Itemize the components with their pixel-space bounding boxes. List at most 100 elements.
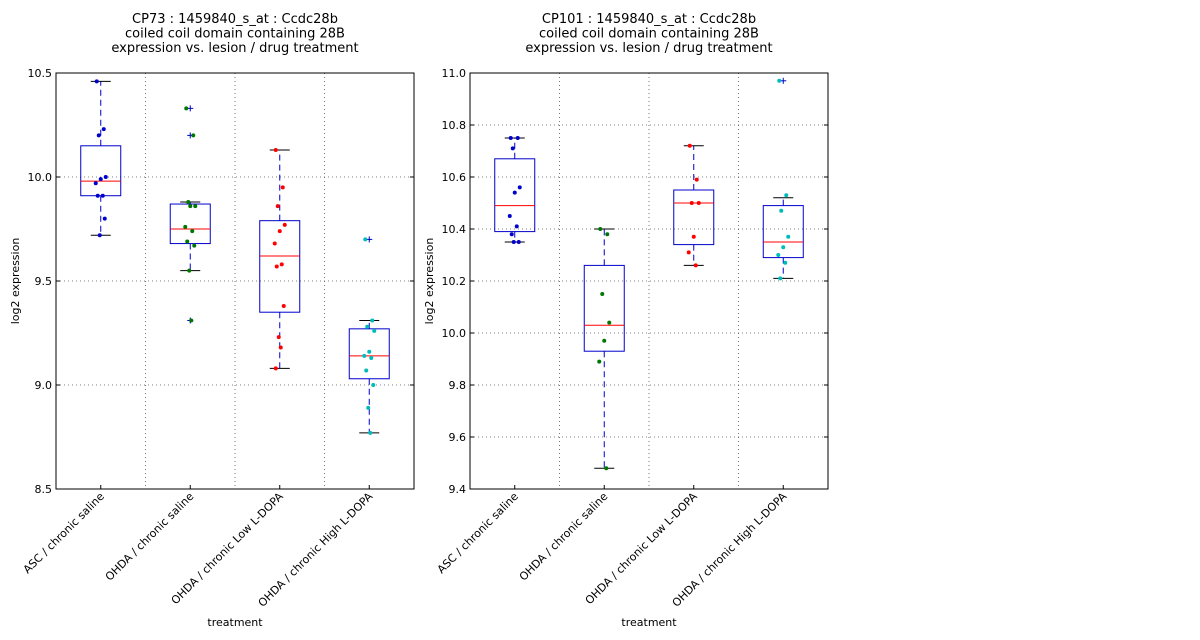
box-iqr [348,328,390,380]
y-tick-label: 9.4 [449,483,467,496]
data-point [95,193,100,198]
y-tick-label: 10.4 [442,223,467,236]
data-point [602,338,607,343]
data-point [607,320,612,325]
box-2 [169,105,211,324]
data-point [605,232,610,237]
data-point [273,366,278,371]
data-point [510,146,515,151]
data-point [189,318,194,323]
data-point [512,190,517,195]
data-point [598,227,603,231]
data-point [507,214,512,218]
data-point [277,229,282,234]
data-point [516,240,521,244]
data-point [691,234,696,239]
data-point [93,181,98,186]
data-point [101,127,106,132]
y-tick-label: 8.5 [35,483,53,496]
data-point [515,136,520,140]
chart-title-line: coiled coil domain containing 28B [539,27,759,42]
box-iqr [583,264,625,352]
chart-title-line: expression vs. lesion / drug treatment [525,41,772,56]
data-point [100,193,105,198]
box-4 [348,236,390,434]
data-point [102,216,107,221]
data-point [776,253,781,257]
box-4 [762,77,804,279]
y-tick-label: 9.6 [449,431,467,444]
x-axis-label: treatment [207,616,263,629]
data-point [185,239,190,244]
box-iqr [673,189,715,246]
y-tick-label: 10.0 [442,327,467,340]
y-axis-label: log2 expression [9,238,22,325]
data-point [509,232,514,237]
data-point [508,136,513,140]
data-point [363,237,368,242]
data-point [777,78,782,83]
data-point [98,177,103,182]
data-point [183,224,188,229]
data-point [191,133,196,138]
y-tick-label: 10.6 [442,171,467,184]
data-point [783,260,788,265]
data-point [369,355,374,360]
box-iqr [169,203,211,245]
y-tick-label: 9.0 [35,379,53,392]
data-point [778,276,783,281]
data-point [97,233,102,238]
data-point [597,359,602,364]
data-point [696,201,701,205]
y-tick-label: 10.8 [442,119,467,132]
data-point [693,263,698,268]
data-point [280,185,285,190]
x-tick-label: OHDA / chronic saline [103,490,197,584]
x-axis-label: treatment [621,616,677,629]
chart-title-line: CP101 : 1459840_s_at : Ccdc28b [542,12,756,27]
data-point [372,328,377,333]
data-point [274,264,279,269]
data-point [694,177,699,182]
x-tick-label: ASC / chronic saline [435,490,521,576]
data-point [184,106,189,111]
chart-title-line: CP73 : 1459840_s_at : Ccdc28b [132,12,338,27]
data-point [275,204,280,209]
box-1 [80,80,122,236]
data-point [282,222,287,227]
data-point [511,240,516,244]
y-axis-label: log2 expression [423,238,436,325]
y-tick-label: 10.5 [28,67,53,80]
data-point [781,245,786,250]
box-3 [673,145,715,266]
data-point [689,201,694,205]
data-point [366,405,371,410]
data-point [279,262,284,267]
data-point [276,335,281,340]
data-point [186,199,191,204]
data-point [784,193,789,198]
x-tick-label: ASC / chronic saline [21,490,107,576]
data-point [188,204,193,209]
data-point [362,353,367,358]
data-point [187,268,192,273]
data-point [278,345,283,350]
data-point [687,143,692,148]
data-point [365,324,370,329]
data-point [600,292,605,296]
y-tick-label: 9.5 [35,275,53,288]
data-point [103,175,108,179]
data-point [686,250,691,255]
data-point [272,241,277,246]
box-iqr [762,205,804,259]
box-3 [259,149,301,369]
data-point [273,147,278,152]
data-point [193,204,198,209]
data-point [96,133,101,138]
data-point [190,229,195,234]
data-point [514,224,519,229]
box-iqr [259,220,301,313]
